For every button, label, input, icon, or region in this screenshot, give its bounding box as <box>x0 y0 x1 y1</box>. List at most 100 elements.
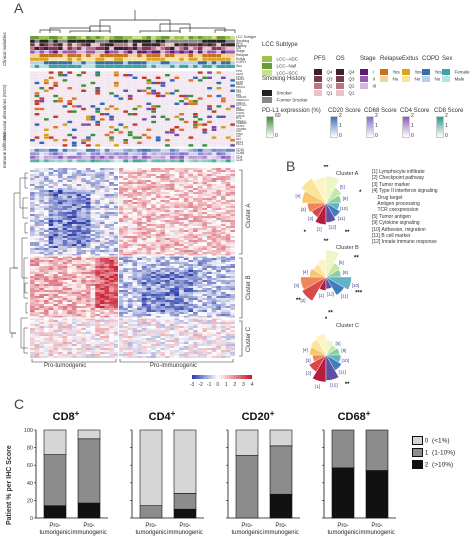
row-label-gene: BRAF <box>236 83 243 87</box>
legend-swatch <box>336 75 344 82</box>
panel-b-legend-item: [5] Tumor antigen <box>372 213 411 220</box>
legend-swatch <box>412 460 423 470</box>
row-label-clinical: COPD <box>236 60 246 65</box>
legend-swatch <box>262 69 272 76</box>
rose-significance: * <box>304 230 307 236</box>
legend-tick: 60 <box>275 113 281 119</box>
rose-sector <box>309 268 327 278</box>
legend-swatch <box>314 89 322 96</box>
legend-swatch <box>262 62 272 69</box>
row-group-immune: Immune infiltrates <box>2 132 7 168</box>
column-dendrogram <box>39 10 236 33</box>
row-label-gene: CREBBP <box>236 122 247 126</box>
rose-sector-label: [9] <box>341 348 346 353</box>
legend-tick: 2 <box>339 113 342 119</box>
legend-sex-title: Sex <box>442 56 453 62</box>
bar-segment <box>269 429 293 447</box>
bar-segment <box>269 493 293 519</box>
legend-tick: 1 <box>339 123 342 129</box>
rose-sector <box>325 175 340 204</box>
legend-swatch <box>336 89 344 96</box>
rose-significance: *** <box>355 290 363 296</box>
panel-b-legend-item: [3] Tumor marker <box>372 181 411 188</box>
legend-item: LCC--ADC <box>262 50 298 68</box>
colorbar-tick: -1 <box>207 382 212 388</box>
bar-segment <box>77 429 101 440</box>
legend-swatch <box>422 68 430 75</box>
y-tick-label: 0 <box>30 516 33 522</box>
legend-item: Yes <box>380 63 400 81</box>
legend-stage-title: Stage <box>360 56 376 62</box>
chart-title: CD20+ <box>242 409 275 423</box>
legend-swatch <box>412 436 423 446</box>
expression-heatmap <box>30 168 235 358</box>
rose-sector-label: [4] <box>303 347 308 352</box>
rose-sector-label: [9] <box>343 270 348 275</box>
panel-c-legend-item: 0 (<1%) <box>412 432 450 450</box>
row-label-gene: MET <box>236 106 242 110</box>
bar-segment <box>77 502 101 519</box>
rose-sector-label: [2] <box>300 298 305 303</box>
rose-sector-label: [5] <box>336 341 341 346</box>
legend-item: LCC--Null <box>262 57 296 75</box>
legend-item: Smoker <box>262 84 292 102</box>
legend-tick: 2 <box>445 113 448 119</box>
rose-sector-label: [9] <box>343 196 348 201</box>
legend-tick: 1 <box>375 123 378 129</box>
bar-segment <box>365 429 389 471</box>
rose-sector-label: [11] <box>339 369 346 374</box>
colorbar-tick: -3 <box>190 382 194 388</box>
rose-sector-label: [5] <box>339 260 344 265</box>
panel-b-legend-item: [2] Checkpoint pathway <box>372 175 424 182</box>
bar-segment <box>43 505 67 519</box>
legend-swatch <box>442 75 450 82</box>
panel-b-label: B <box>286 158 296 174</box>
legend-copd-title: COPD <box>422 56 440 62</box>
legend-swatch <box>402 75 410 82</box>
row-label-gene: KRAS <box>236 73 244 76</box>
bar-segment <box>139 429 163 506</box>
legend-tick: 0 <box>339 133 342 139</box>
rose-sector <box>325 354 340 381</box>
panel-b-legend-item: [12] Innate immune response <box>372 239 437 246</box>
rose-sector-label: [1] <box>317 227 322 232</box>
rose-significance: ** <box>345 230 350 236</box>
legend-swatch <box>314 75 322 82</box>
legend-swatch <box>442 68 450 75</box>
legend-item: Q1 <box>314 84 332 102</box>
bar-segment <box>235 429 259 456</box>
row-label-gene: ATM <box>236 91 242 95</box>
panel-b-legend-item: [9] Cytokine signaling <box>372 220 420 227</box>
rose-significance: ** <box>324 165 329 171</box>
legend-item: Q1 <box>336 84 354 102</box>
rose-significance: ** <box>328 311 333 317</box>
row-label-gene: NF1 <box>236 88 241 92</box>
row-label-clinical: Relapse <box>236 53 249 57</box>
legend-item: Q4 <box>314 63 332 81</box>
rose-significance: ** <box>354 256 359 262</box>
panel-b-legend-item: Antigen processing <box>372 201 420 207</box>
rose-significance: ** <box>324 239 329 245</box>
panel-b-legend-item: TCR coexpression <box>372 207 419 214</box>
rose-sector-label: [12] <box>329 225 337 230</box>
panel-b-legend-item: [11] B cell marker <box>372 233 411 239</box>
row-label-gene: NOTCH1 <box>236 104 247 108</box>
bar-segment <box>235 455 259 519</box>
legend-item: No <box>422 70 440 88</box>
row-label-clinical: Smoking History <box>236 38 250 48</box>
colorbar-tick: 0 <box>216 382 219 388</box>
legend-item: II <box>360 70 375 88</box>
rose-sector <box>325 276 352 291</box>
heatmap-legend: LCC Subtype LCC--ADC LCC--Null LCC--SCC … <box>262 38 472 158</box>
row-dendrogram <box>9 172 28 354</box>
bar-segment <box>173 493 197 510</box>
rose-sector-label: [3] <box>306 358 311 363</box>
panel-c-label: C <box>14 396 25 412</box>
row-label-gene: KMT2D <box>236 114 245 118</box>
row-label-gene: TP53 <box>236 70 243 74</box>
y-tick-label: 20 <box>27 498 33 504</box>
x-category-label: Pro-tumorigenic <box>135 523 166 536</box>
colorbar-tick: 3 <box>242 382 245 388</box>
cluster-b-label: Cluster B <box>246 275 252 300</box>
